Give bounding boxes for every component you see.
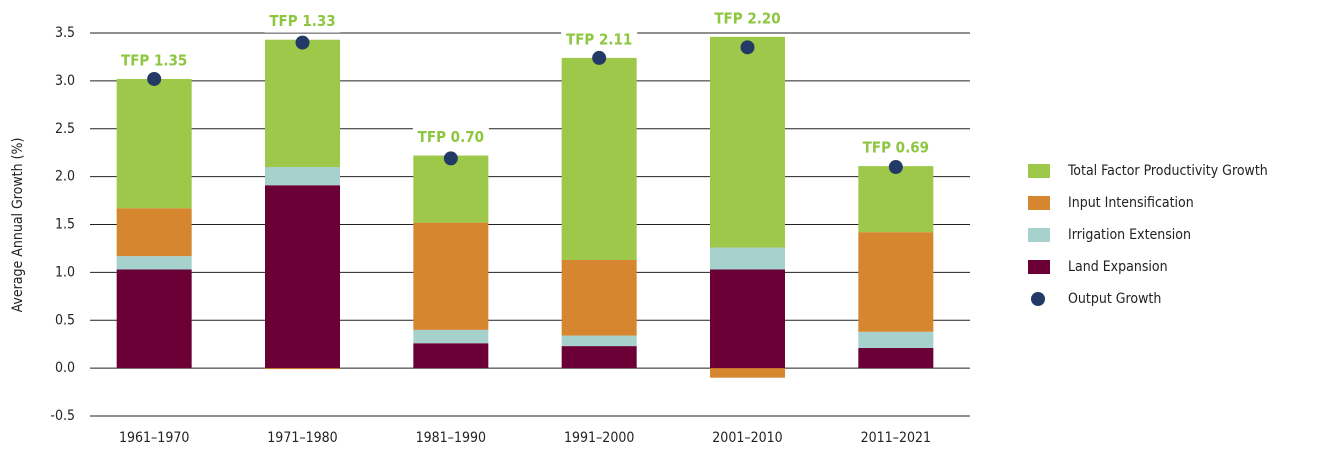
bar-segment: [858, 232, 934, 332]
bar-segment: [413, 343, 489, 369]
legend-swatch: [1031, 292, 1045, 306]
bar-segment: [561, 57, 637, 260]
y-tick-label: 0.5: [55, 312, 75, 328]
x-tick-label: 2011–2021: [861, 430, 931, 446]
y-tick-label: 1.5: [55, 217, 75, 233]
output-dot: [147, 71, 162, 86]
y-tick-label: 2.0: [55, 169, 75, 185]
bar-segment: [561, 346, 637, 369]
bar-segment: [265, 167, 340, 186]
output-dot: [443, 151, 458, 166]
legend-swatch: [1028, 164, 1050, 178]
label-bg: [116, 49, 193, 72]
bar-segment: [561, 335, 637, 347]
data-label: TFP 1.33: [269, 12, 335, 30]
output-dot: [295, 35, 310, 50]
y-tick-label: 3.0: [55, 73, 75, 89]
legend-label: Total Factor Productivity Growth: [1067, 163, 1268, 179]
y-tick-label: -0.5: [50, 408, 75, 424]
legend-label: Output Growth: [1068, 291, 1161, 307]
legend-label: Input Intensification: [1068, 195, 1194, 211]
bar-segment: [858, 166, 934, 233]
bar-segment: [116, 256, 192, 270]
legend-label: Land Expansion: [1068, 259, 1168, 275]
output-dot: [592, 50, 607, 65]
data-label: TFP 2.11: [566, 30, 632, 48]
data-label: TFP 2.20: [714, 9, 780, 27]
label-bg: [857, 137, 934, 160]
y-tick-label: 0.0: [55, 360, 75, 376]
bar-segment: [265, 39, 340, 168]
bar-segment: [116, 78, 192, 209]
bar-segment: [858, 331, 934, 349]
x-tick-label: 1981–1990: [416, 430, 486, 446]
y-tick-label: 1.0: [55, 264, 75, 280]
bar-segment: [265, 185, 340, 369]
y-tick-label: 2.5: [55, 121, 75, 137]
bar-segment: [413, 329, 489, 344]
bar-segment: [858, 348, 934, 369]
y-tick-label: 3.5: [55, 25, 75, 41]
label-bg: [264, 10, 341, 33]
output-dot: [740, 40, 755, 55]
output-dot: [888, 160, 903, 175]
legend-swatch: [1028, 260, 1050, 274]
bar-segment: [116, 269, 192, 369]
x-tick-label: 1991–2000: [564, 430, 634, 446]
bar-segment: [710, 247, 785, 270]
x-tick-label: 1961–1970: [119, 430, 189, 446]
bar-segment: [710, 269, 785, 369]
bar-segment: [413, 222, 489, 330]
legend-label: Irrigation Extension: [1068, 227, 1191, 243]
bar-segment: [710, 368, 785, 378]
bar-segment: [265, 368, 340, 370]
bar-segment: [413, 155, 489, 223]
label-bg: [709, 7, 786, 30]
label-bg: [412, 126, 489, 149]
legend-swatch: [1028, 228, 1050, 242]
data-label: TFP 1.35: [121, 51, 187, 69]
data-label: TFP 0.69: [863, 139, 929, 157]
legend-swatch: [1028, 196, 1050, 210]
bar-segment: [116, 208, 192, 257]
label-bg: [561, 28, 638, 51]
x-tick-label: 2001–2010: [712, 430, 782, 446]
y-axis-title: Average Annual Growth (%): [10, 138, 26, 313]
bar-segment: [710, 36, 785, 248]
x-tick-label: 1971–1980: [267, 430, 337, 446]
data-label: TFP 0.70: [418, 128, 484, 146]
bar-segment: [561, 259, 637, 336]
